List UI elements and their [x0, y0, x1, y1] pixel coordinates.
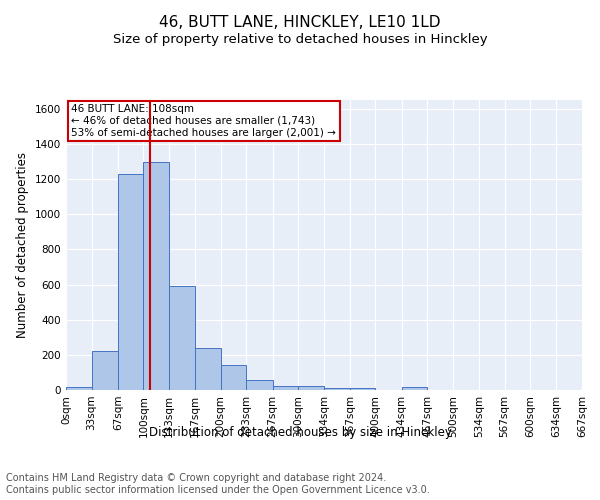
Text: Contains HM Land Registry data © Crown copyright and database right 2024.
Contai: Contains HM Land Registry data © Crown c…	[6, 474, 430, 495]
Y-axis label: Number of detached properties: Number of detached properties	[16, 152, 29, 338]
Text: 46 BUTT LANE: 108sqm
← 46% of detached houses are smaller (1,743)
53% of semi-de: 46 BUTT LANE: 108sqm ← 46% of detached h…	[71, 104, 336, 138]
Bar	[92, 352, 118, 390]
Bar	[143, 162, 169, 390]
Bar	[246, 380, 272, 390]
Text: 46, BUTT LANE, HINCKLEY, LE10 1LD: 46, BUTT LANE, HINCKLEY, LE10 1LD	[159, 15, 441, 30]
Bar	[402, 388, 427, 390]
Bar	[350, 388, 376, 390]
Bar	[272, 386, 298, 390]
Bar	[169, 286, 195, 390]
Bar	[325, 388, 350, 390]
Text: Distribution of detached houses by size in Hinckley: Distribution of detached houses by size …	[149, 426, 451, 439]
Bar	[66, 388, 92, 390]
Bar	[221, 366, 246, 390]
Bar	[195, 348, 221, 390]
Text: Size of property relative to detached houses in Hinckley: Size of property relative to detached ho…	[113, 32, 487, 46]
Bar	[118, 174, 143, 390]
Bar	[298, 386, 325, 390]
